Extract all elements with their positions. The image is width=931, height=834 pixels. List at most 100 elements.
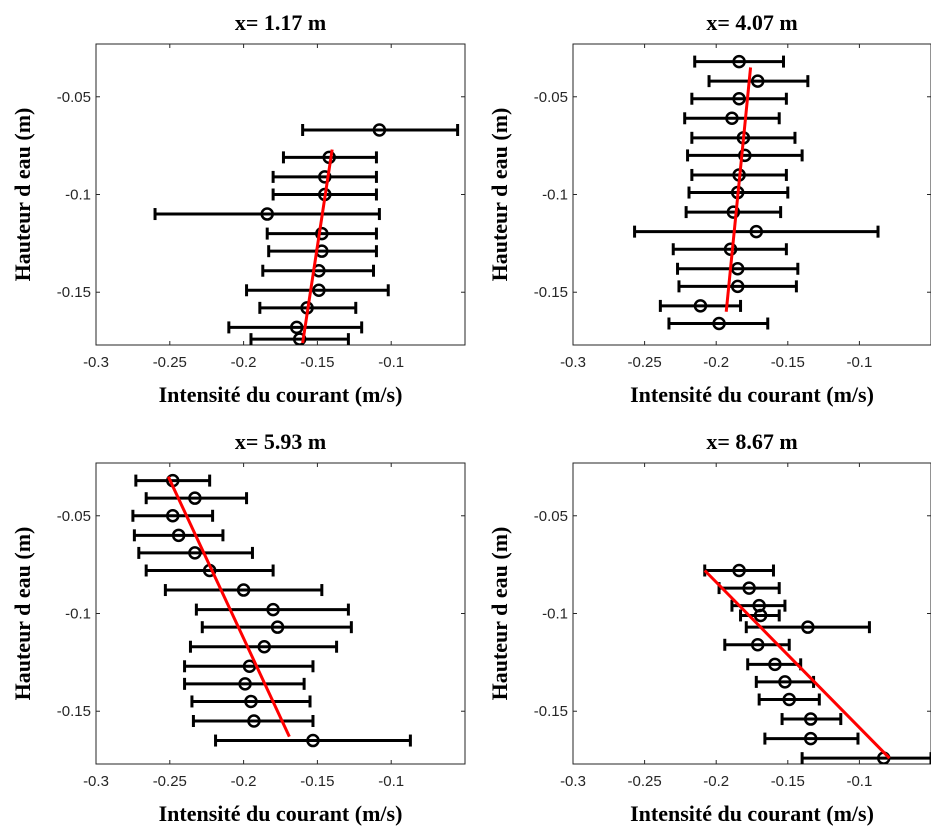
data-point	[732, 54, 746, 69]
data-point	[782, 692, 796, 707]
x-tick-label: -0.2	[703, 354, 729, 371]
data-point	[188, 491, 202, 505]
data-point	[732, 91, 746, 106]
panel-1: -0.3 -0.25 -0.2 -0.15 -0.1 -0.05 -0.1 -0.15 x= 1…	[10, 10, 466, 407]
data-point	[289, 320, 304, 335]
x-tick-label: -0.15	[300, 773, 334, 790]
y-tick-label: -0.05	[534, 508, 568, 525]
data-point	[372, 123, 387, 137]
x-tick-label: -0.3	[560, 354, 586, 371]
x-tick-label: -0.3	[560, 773, 586, 790]
panel-4: -0.3 -0.25 -0.2 -0.15 -0.1 -0.05 -0.1 -0.15 x= 8…	[487, 429, 931, 826]
data-point	[247, 714, 261, 728]
panel-1-data	[153, 123, 460, 345]
data-point	[312, 283, 326, 298]
data-point	[171, 528, 186, 543]
x-tick-label: -0.1	[846, 354, 872, 371]
axes-box	[572, 43, 931, 346]
data-point	[238, 677, 252, 691]
data-point	[260, 207, 274, 221]
data-point	[266, 602, 280, 617]
y-axis-label: Hauteur d eau (m)	[10, 527, 35, 701]
data-point	[732, 563, 746, 578]
y-tick-label: -0.15	[534, 703, 568, 720]
x-tick-label: -0.25	[153, 354, 187, 371]
panel-4-data	[703, 563, 931, 764]
x-axis-label: Intensité du courant (m/s)	[630, 801, 874, 826]
axes-box	[572, 462, 931, 765]
data-point	[306, 733, 320, 748]
x-tick-label: -0.15	[771, 354, 805, 371]
chart-title: x= 8.67 m	[706, 429, 797, 454]
y-tick-label: -0.15	[534, 284, 568, 301]
x-tick-label: -0.2	[703, 773, 729, 790]
x-tick-label: -0.2	[231, 354, 257, 371]
x-tick-label: -0.1	[378, 773, 404, 790]
fit-line	[724, 67, 753, 312]
x-tick-label: -0.3	[83, 773, 109, 790]
x-tick-label: -0.3	[83, 354, 109, 371]
x-tick-label: -0.2	[231, 773, 257, 790]
y-tick-label: -0.15	[57, 703, 91, 720]
chart-title: x= 1.17 m	[235, 10, 326, 35]
fit-line	[166, 476, 291, 738]
panel-3-data	[131, 473, 412, 748]
x-tick-label: -0.1	[378, 354, 404, 371]
x-tick-label: -0.25	[627, 354, 661, 371]
data-point	[244, 694, 258, 709]
data-point	[292, 332, 307, 345]
x-tick-label: -0.15	[300, 354, 334, 371]
x-axis-label: Intensité du courant (m/s)	[159, 801, 403, 826]
y-tick-label: -0.1	[542, 606, 568, 623]
data-point	[315, 226, 329, 241]
panel-2: -0.3 -0.25 -0.2 -0.15 -0.1 -0.05 -0.1 -0.15 x= 4…	[487, 10, 931, 407]
x-tick-label: -0.1	[846, 773, 872, 790]
fit-line	[703, 569, 891, 760]
data-point	[693, 299, 708, 313]
x-tick-label: -0.25	[627, 773, 661, 790]
y-axis-label: Hauteur d eau (m)	[487, 108, 512, 282]
data-point	[750, 638, 765, 652]
x-tick-label: -0.15	[771, 773, 805, 790]
y-axis-label: Hauteur d eau (m)	[487, 527, 512, 701]
data-point	[750, 74, 765, 88]
y-tick-label: -0.1	[542, 187, 568, 204]
data-point	[236, 583, 251, 597]
data-point	[801, 620, 815, 634]
data-point	[257, 639, 272, 654]
y-tick-label: -0.05	[57, 508, 91, 525]
data-point	[749, 224, 764, 239]
chart-title: x= 5.93 m	[235, 429, 326, 454]
y-tick-label: -0.1	[65, 606, 91, 623]
y-tick-label: -0.05	[57, 89, 91, 106]
data-point	[712, 316, 726, 331]
axes-box	[95, 462, 466, 765]
y-axis-label: Hauteur d eau (m)	[10, 108, 35, 282]
data-point	[270, 620, 285, 634]
data-point	[730, 262, 745, 276]
data-point	[188, 546, 202, 560]
x-tick-label: -0.25	[153, 773, 187, 790]
data-point	[768, 657, 782, 672]
panel-3: -0.3 -0.25 -0.2 -0.15 -0.1 -0.05 -0.1 -0.15 x= 5…	[10, 429, 466, 826]
data-point	[166, 509, 180, 523]
x-axis-label: Intensité du courant (m/s)	[630, 382, 874, 407]
y-tick-label: -0.15	[57, 284, 91, 301]
data-point	[803, 731, 818, 746]
data-point	[778, 675, 792, 689]
data-point	[730, 279, 745, 294]
x-axis-label: Intensité du courant (m/s)	[159, 382, 403, 407]
panel-2-data	[633, 54, 880, 331]
data-point	[318, 170, 332, 184]
data-point	[742, 581, 756, 595]
data-point	[753, 608, 768, 623]
data-point	[726, 205, 741, 219]
fit-line	[301, 149, 334, 344]
y-tick-label: -0.1	[65, 187, 91, 204]
y-tick-label: -0.05	[534, 89, 568, 106]
data-point	[725, 111, 739, 126]
data-point	[803, 712, 818, 726]
chart-title: x= 4.07 m	[706, 10, 797, 35]
data-point	[738, 148, 752, 163]
